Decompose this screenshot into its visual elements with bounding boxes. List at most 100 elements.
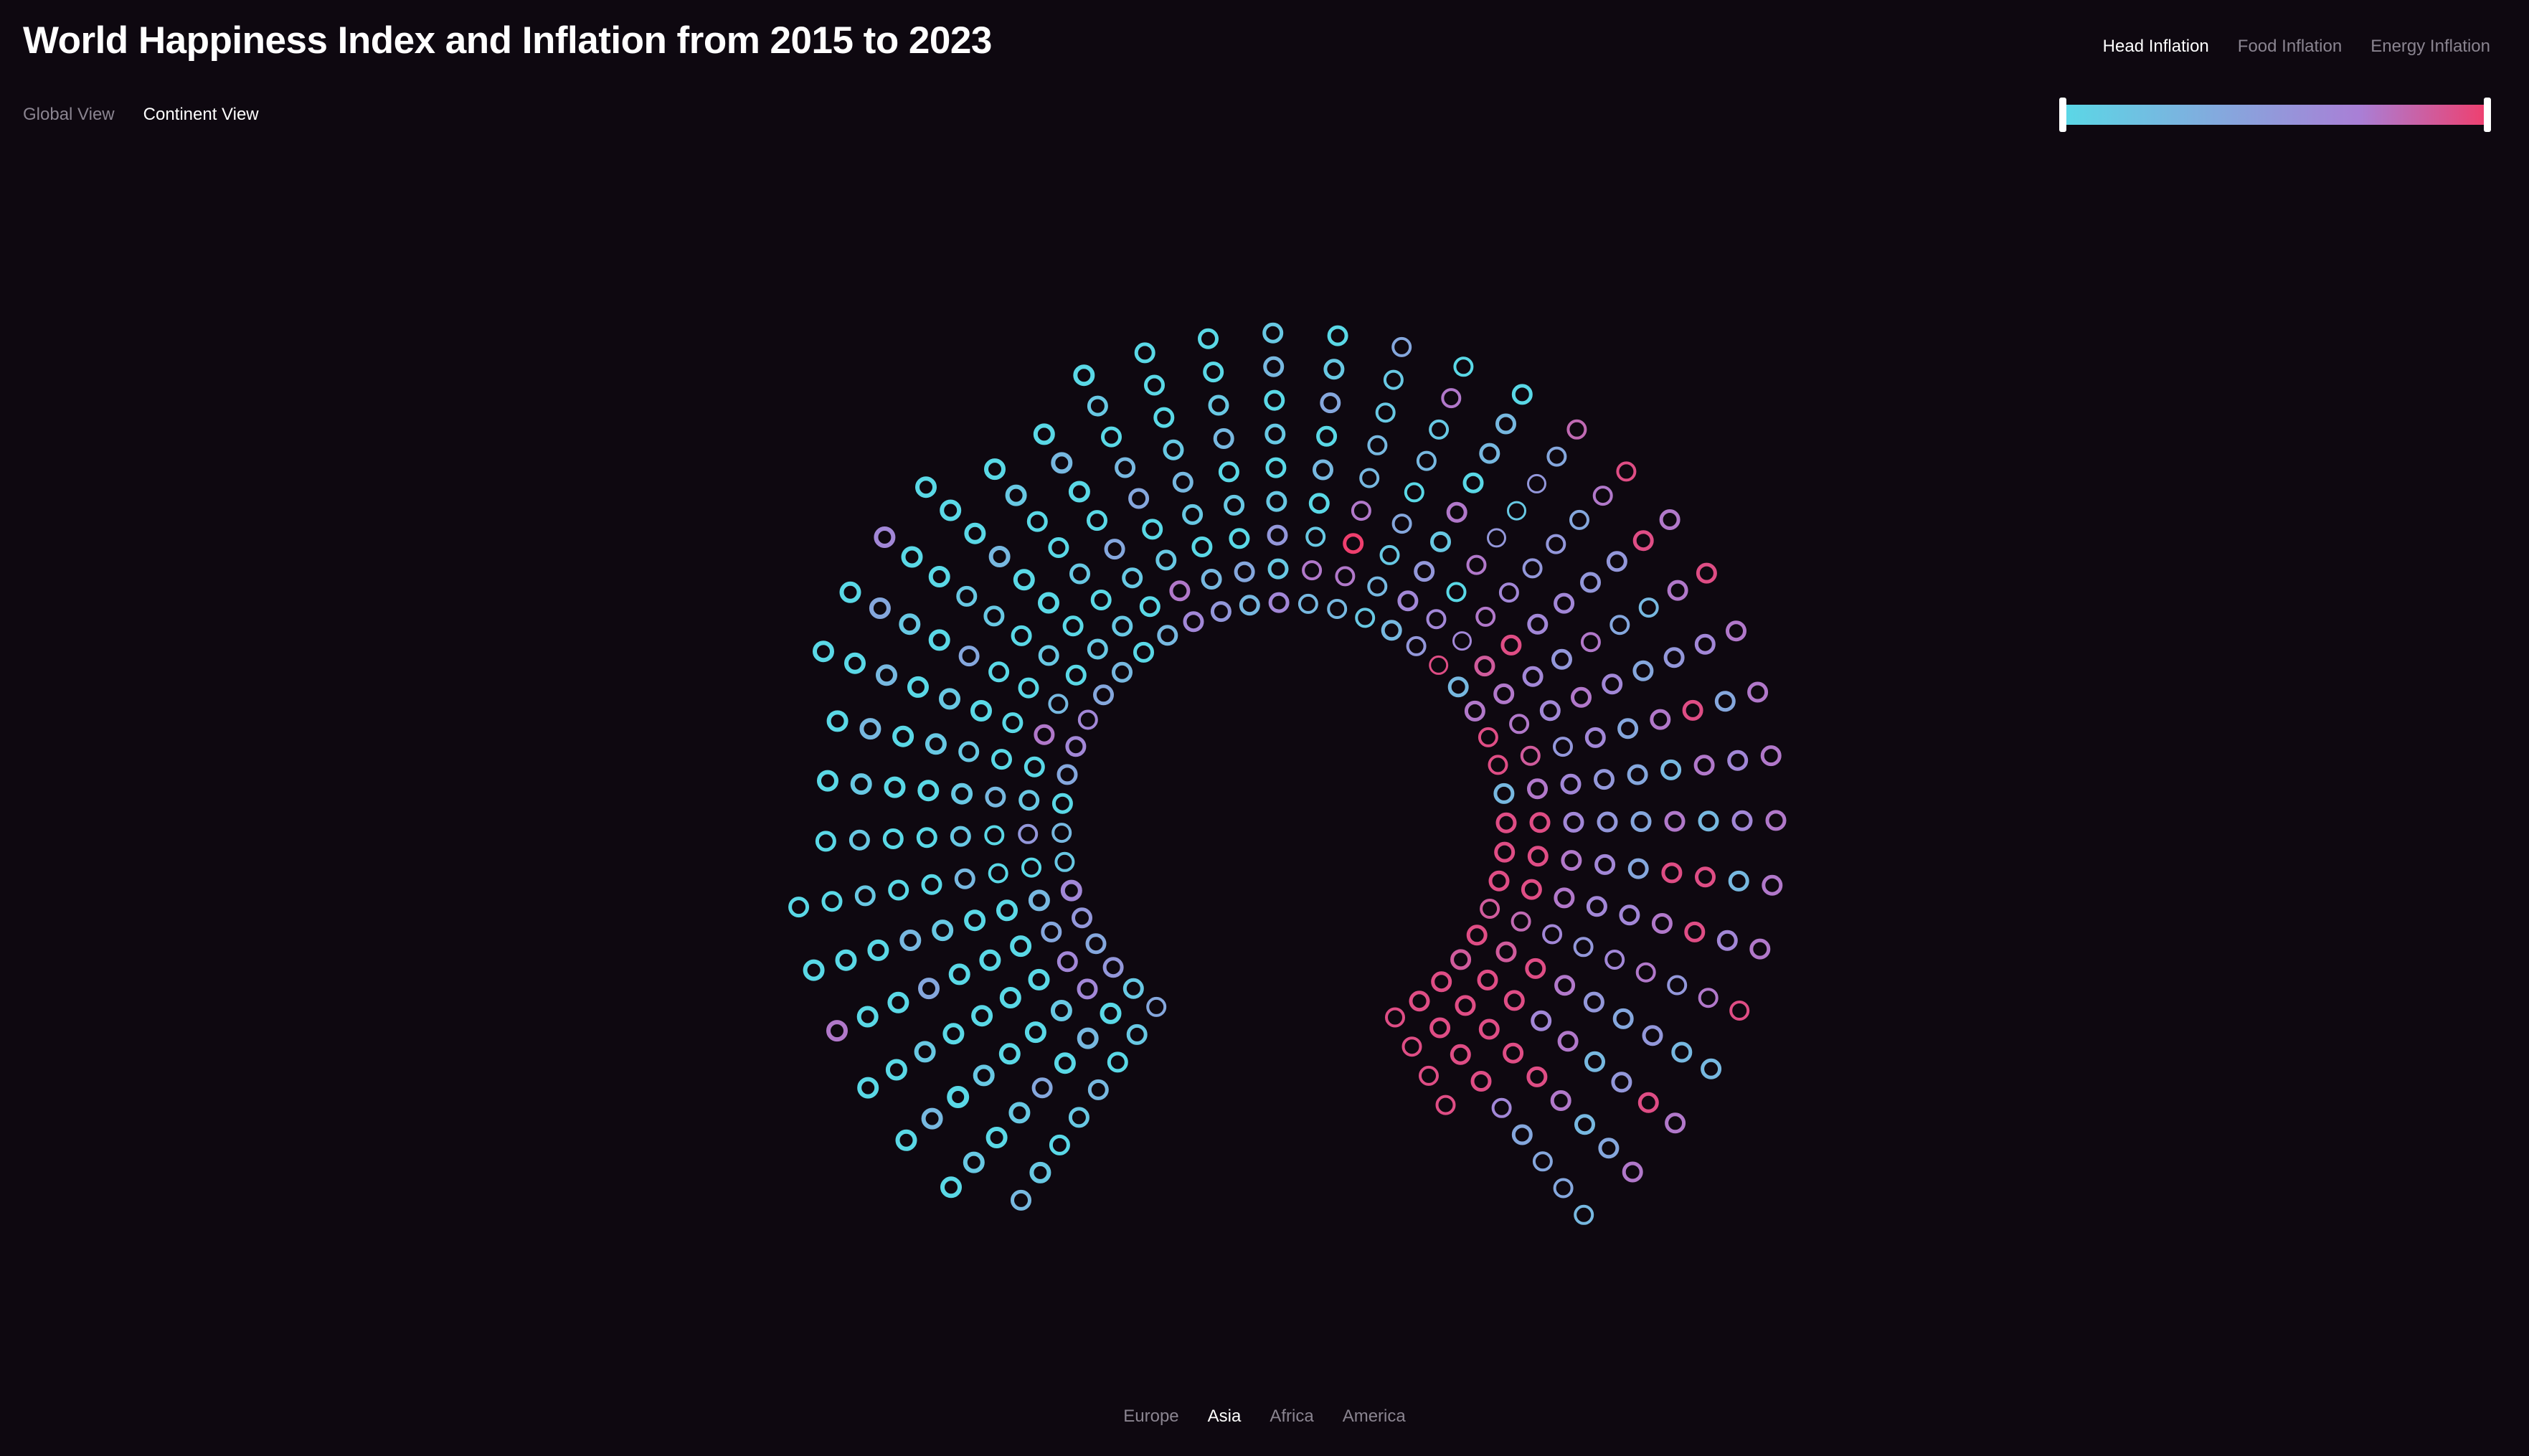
- year-dot[interactable]: [1367, 576, 1388, 597]
- year-dot[interactable]: [1698, 988, 1719, 1008]
- year-dot[interactable]: [899, 613, 921, 635]
- year-dot[interactable]: [826, 1020, 848, 1042]
- country-ray[interactable]: [1198, 328, 1260, 616]
- year-dot[interactable]: [1391, 514, 1412, 534]
- country-ray[interactable]: [1011, 996, 1167, 1211]
- year-dot[interactable]: [1234, 561, 1255, 582]
- year-dot[interactable]: [1586, 896, 1607, 917]
- year-dot[interactable]: [1602, 673, 1623, 695]
- year-dot[interactable]: [1068, 481, 1090, 503]
- year-dot[interactable]: [1054, 1052, 1076, 1074]
- year-dot[interactable]: [1122, 567, 1143, 589]
- year-dot[interactable]: [1511, 1124, 1533, 1145]
- year-dot[interactable]: [964, 522, 986, 544]
- year-dot[interactable]: [815, 831, 836, 852]
- year-dot[interactable]: [854, 885, 876, 907]
- year-dot[interactable]: [1557, 1031, 1579, 1052]
- year-dot[interactable]: [1018, 677, 1039, 699]
- year-dot[interactable]: [1265, 457, 1287, 478]
- year-dot[interactable]: [914, 1041, 936, 1063]
- year-dot[interactable]: [1313, 459, 1333, 481]
- year-dot[interactable]: [1561, 850, 1582, 871]
- year-dot[interactable]: [1267, 524, 1288, 546]
- year-dot[interactable]: [1503, 1042, 1524, 1064]
- year-dot[interactable]: [1627, 858, 1649, 879]
- year-dot[interactable]: [1011, 1189, 1031, 1211]
- year-dot[interactable]: [939, 688, 960, 710]
- year-dot[interactable]: [1034, 724, 1055, 745]
- year-dot[interactable]: [1632, 530, 1654, 552]
- year-dot[interactable]: [1488, 870, 1510, 892]
- country-ray[interactable]: [1480, 899, 1750, 1021]
- year-dot[interactable]: [921, 1107, 943, 1130]
- year-dot[interactable]: [991, 749, 1012, 770]
- year-dot[interactable]: [1580, 632, 1601, 653]
- year-dot[interactable]: [1452, 631, 1472, 651]
- year-dot[interactable]: [1077, 978, 1098, 1000]
- year-dot[interactable]: [1616, 461, 1637, 482]
- year-dot[interactable]: [1198, 328, 1219, 349]
- year-dot[interactable]: [1546, 446, 1567, 467]
- year-dot[interactable]: [1051, 793, 1073, 814]
- year-dot[interactable]: [954, 868, 975, 889]
- year-dot[interactable]: [1435, 1095, 1456, 1115]
- year-dot[interactable]: [1749, 938, 1771, 960]
- year-dot[interactable]: [895, 1129, 917, 1151]
- year-dot[interactable]: [884, 776, 906, 798]
- year-dot[interactable]: [1455, 995, 1476, 1016]
- year-dot[interactable]: [1598, 1138, 1620, 1159]
- year-dot[interactable]: [1320, 392, 1341, 414]
- year-dot[interactable]: [1511, 384, 1533, 405]
- year-dot[interactable]: [1580, 572, 1601, 593]
- year-dot[interactable]: [1574, 1204, 1594, 1225]
- year-dot[interactable]: [1571, 686, 1592, 708]
- year-dot[interactable]: [996, 899, 1018, 922]
- year-dot[interactable]: [1056, 764, 1078, 785]
- year-dot[interactable]: [1494, 841, 1516, 863]
- year-dot[interactable]: [848, 829, 870, 851]
- year-dot[interactable]: [1069, 563, 1090, 585]
- country-ray[interactable]: [1381, 384, 1533, 641]
- year-dot[interactable]: [1760, 745, 1782, 767]
- year-dot[interactable]: [1450, 1044, 1471, 1065]
- year-dot[interactable]: [1335, 566, 1356, 587]
- year-dot[interactable]: [1431, 971, 1452, 993]
- year-dot[interactable]: [1065, 664, 1087, 686]
- year-dot[interactable]: [1546, 534, 1566, 554]
- year-dot[interactable]: [1671, 1041, 1693, 1063]
- year-dot[interactable]: [970, 700, 992, 722]
- year-dot[interactable]: [1068, 1107, 1089, 1128]
- year-dot[interactable]: [1359, 468, 1380, 488]
- year-dot[interactable]: [1385, 1007, 1405, 1028]
- year-dot[interactable]: [915, 476, 937, 498]
- year-dot[interactable]: [1316, 425, 1338, 447]
- year-dot[interactable]: [1038, 645, 1059, 666]
- year-dot[interactable]: [1126, 1024, 1148, 1045]
- year-dot[interactable]: [1087, 510, 1107, 531]
- country-ray[interactable]: [1488, 681, 1769, 775]
- year-dot[interactable]: [928, 566, 950, 587]
- year-dot[interactable]: [1487, 528, 1506, 548]
- year-dot[interactable]: [1573, 937, 1594, 958]
- year-dot[interactable]: [1268, 592, 1290, 613]
- year-dot[interactable]: [1474, 656, 1495, 677]
- year-dot[interactable]: [1441, 388, 1462, 409]
- year-dot[interactable]: [1617, 718, 1639, 739]
- year-dot[interactable]: [1264, 423, 1286, 445]
- year-dot[interactable]: [1065, 736, 1087, 757]
- country-ray[interactable]: [1406, 419, 1587, 656]
- country-ray[interactable]: [1409, 991, 1594, 1225]
- year-dot[interactable]: [1495, 413, 1516, 435]
- year-dot[interactable]: [1584, 1051, 1605, 1072]
- year-dot[interactable]: [1308, 493, 1330, 514]
- year-dot[interactable]: [1062, 615, 1084, 637]
- year-dot[interactable]: [1028, 889, 1050, 912]
- year-dot[interactable]: [1612, 1008, 1634, 1029]
- year-dot[interactable]: [1008, 1102, 1031, 1124]
- year-dot[interactable]: [973, 1064, 995, 1087]
- country-ray[interactable]: [1466, 925, 1722, 1079]
- year-dot[interactable]: [1163, 439, 1184, 460]
- year-dot[interactable]: [1157, 625, 1178, 646]
- country-ray[interactable]: [1493, 745, 1782, 804]
- year-dot[interactable]: [1128, 488, 1150, 509]
